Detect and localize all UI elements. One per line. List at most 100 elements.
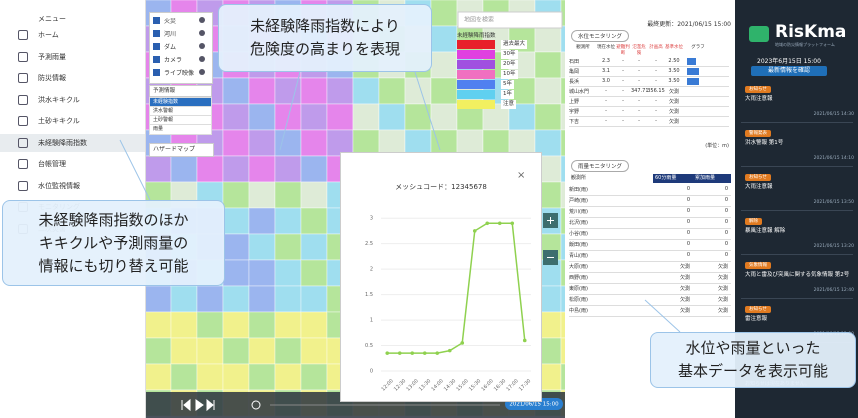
table-cell: - — [622, 78, 624, 84]
map-cell — [404, 103, 432, 131]
close-icon[interactable]: × — [517, 170, 525, 181]
series-line — [387, 222, 526, 354]
legend-swatch — [457, 40, 495, 49]
callout-line: 未経験降雨指数により — [250, 17, 400, 35]
hazard-select: ハザードマップ — [149, 143, 214, 157]
menu-item[interactable]: ホーム — [38, 31, 59, 39]
checkbox — [153, 30, 160, 37]
table-cell: - — [605, 108, 607, 114]
table-header: 観測所 — [576, 45, 590, 50]
table-cell: - — [655, 58, 657, 64]
map-cell — [248, 181, 276, 209]
table-cell: 欠測 — [717, 308, 728, 314]
map-cell — [300, 207, 328, 235]
map-cell — [196, 311, 224, 339]
callout-line: キキクルや予測雨量の — [38, 233, 189, 252]
news-title: 洪水警報 第1号 — [745, 140, 784, 146]
table-cell: 欠測 — [668, 89, 679, 95]
table-cell: 0 — [686, 219, 690, 225]
x-tick-label: 12:30 — [393, 378, 407, 392]
y-tick-label: 2 — [370, 267, 373, 273]
table-cell: 東原(雨) — [569, 286, 588, 292]
map-cell — [534, 25, 562, 53]
refresh-button[interactable]: 最新情報を確認 — [751, 66, 827, 76]
table-cell: 戸崎(雨) — [569, 198, 588, 204]
y-tick-label: 0.5 — [365, 343, 373, 349]
layer-icon — [199, 30, 205, 36]
map-cell — [274, 181, 302, 209]
legend-label: 過去最大 — [501, 40, 528, 49]
clock-icon — [251, 400, 261, 410]
table-cell: 宇野 — [569, 109, 580, 115]
layer-label: 火災 — [164, 18, 177, 25]
time-label: 2021/06/15 15:00 — [509, 402, 559, 408]
table-cell: 欠測 — [668, 119, 679, 125]
table-cell: 0 — [724, 186, 728, 192]
table-cell: 欠測 — [668, 99, 679, 105]
map-cell — [248, 363, 276, 391]
table-cell: 3.50 — [668, 78, 680, 84]
map-cell — [144, 311, 172, 339]
menu-item[interactable]: 予測雨量 — [38, 52, 66, 61]
table-cell: - — [638, 108, 640, 114]
map-cell — [534, 51, 562, 79]
layer-icon — [199, 43, 205, 49]
row-line — [569, 96, 729, 97]
map-cell — [248, 311, 276, 339]
table-header: グラフ — [691, 45, 705, 50]
level-bar — [687, 58, 697, 65]
chart-popup: × メッシュコード：12345678 0 0.5 1 1.5 2 2.5 3 12:00 12:… — [340, 152, 542, 402]
x-tick-label: 12:00 — [380, 378, 394, 392]
map-cell — [378, 77, 406, 105]
layer-label: ダム — [164, 44, 177, 51]
table-cell: 347.71 — [631, 88, 649, 94]
map-cell — [170, 363, 198, 391]
news-title: 大雨と雷及び突風に関する気象情報 第2号 — [745, 272, 850, 278]
y-tick-label: 3 — [370, 216, 373, 222]
table-cell: 356.15 — [647, 88, 665, 94]
map-cell — [274, 129, 302, 157]
map-cell — [430, 103, 458, 131]
map-cell — [222, 259, 250, 287]
table-cell: - — [622, 98, 624, 104]
point — [460, 341, 465, 345]
map-cell — [222, 311, 250, 339]
map-cell — [274, 77, 302, 105]
table-cell: 0 — [686, 208, 690, 214]
map-cell — [300, 155, 328, 183]
map-cell — [430, 77, 458, 105]
menu-item[interactable]: 台帳管理 — [38, 160, 66, 168]
news-tag: お知らせ — [745, 86, 771, 93]
map-cell — [274, 337, 302, 365]
map-cell — [300, 363, 328, 391]
unit: (単位：m) — [705, 143, 729, 149]
table-cell: 0 — [724, 241, 728, 247]
map-cell — [378, 103, 406, 131]
map-cell — [274, 311, 302, 339]
divider — [741, 122, 853, 123]
chart: × メッシュコード：12345678 0 0.5 1 1.5 2 2.5 3 12:0012:… — [365, 170, 532, 393]
legend-swatch — [457, 60, 495, 69]
menu-item[interactable]: 水位監視情報 — [38, 181, 80, 190]
news-date: 2021/06/15 14:10 — [813, 156, 854, 161]
table-cell: 欠測 — [717, 297, 728, 303]
row-line — [569, 76, 729, 77]
news-title: 大雨注意報 — [745, 184, 773, 190]
menu-item[interactable]: 未経験降雨指数 — [38, 138, 87, 147]
menu-item[interactable]: 土砂キキクル — [38, 117, 80, 125]
point — [397, 351, 402, 355]
table-cell: 3.1 — [602, 68, 610, 74]
layer-icon — [199, 17, 205, 23]
table-cell: - — [655, 68, 657, 74]
table-cell: 欠測 — [679, 275, 690, 281]
updated: 最終更新：2021/06/15 15:00 — [647, 21, 731, 28]
layer-icon — [199, 69, 205, 75]
menu-item[interactable]: 防災情報 — [38, 74, 66, 82]
map-cell — [248, 285, 276, 313]
point — [472, 229, 477, 233]
table-cell: 長浜 — [569, 79, 580, 85]
legend-swatch — [457, 100, 495, 109]
menu-item[interactable]: 洪水キキクル — [38, 95, 80, 104]
table-cell: 0 — [724, 208, 728, 214]
point — [510, 221, 515, 226]
